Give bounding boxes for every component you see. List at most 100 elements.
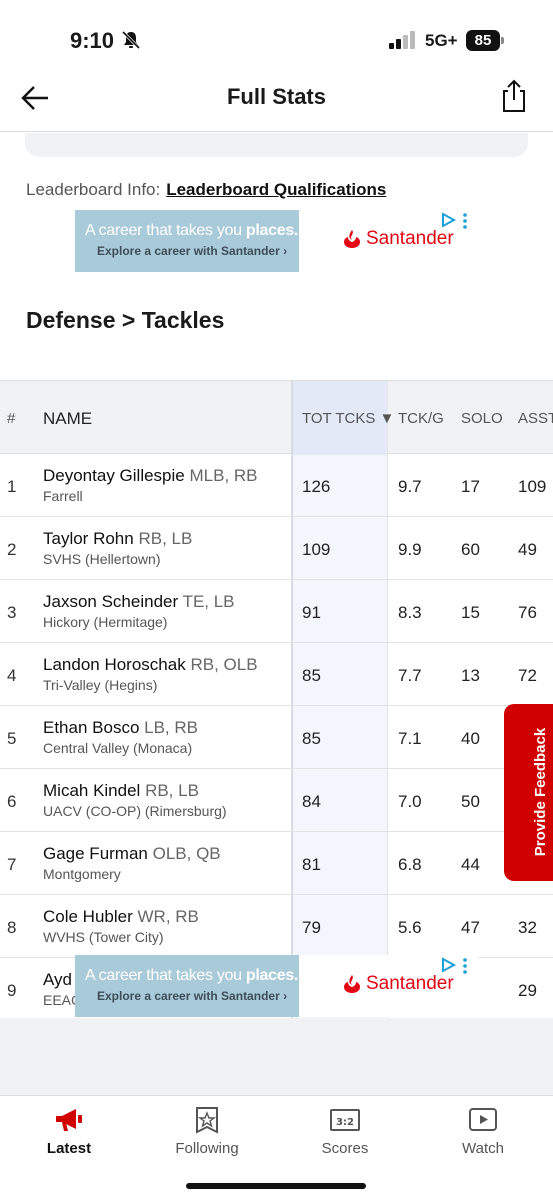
network-label: 5G+ xyxy=(425,31,458,50)
player-name[interactable]: Landon Horoschak RB, OLB xyxy=(43,655,258,674)
asst-cell: 76 xyxy=(518,603,537,622)
section-title: Defense > Tackles xyxy=(26,307,225,333)
tck-g-cell: 5.6 xyxy=(398,918,422,937)
table-row[interactable]: 7 Gage Furman OLB, QB Montgomery 81 6.8 … xyxy=(0,832,553,895)
table-header: # NAME TOT TCKS ▼ TCK/G SOLO ASST xyxy=(0,380,553,455)
page-title: Full Stats xyxy=(226,84,326,109)
nav-watch[interactable]: Watch xyxy=(414,1096,552,1166)
play-icon xyxy=(469,1108,497,1131)
nav-label: Latest xyxy=(46,1140,92,1157)
nav-following[interactable]: Following xyxy=(138,1096,276,1166)
tot-tcks-cell: 79 xyxy=(302,918,321,937)
player-name[interactable]: Taylor Rohn RB, LB xyxy=(43,529,193,548)
table-row[interactable]: 5 Ethan Bosco LB, RB Central Valley (Mon… xyxy=(0,706,553,769)
player-school: Montgomery xyxy=(43,866,121,882)
tck-g-cell: 7.0 xyxy=(398,792,422,811)
nav-label: Scores xyxy=(321,1140,369,1157)
tot-tcks-cell: 81 xyxy=(302,855,321,874)
player-name[interactable]: Micah Kindel RB, LB xyxy=(43,781,199,800)
rank-cell: 9 xyxy=(7,981,17,1000)
share-icon[interactable] xyxy=(500,78,528,114)
player-school: SVHS (Hellertown) xyxy=(43,551,161,567)
signal-icon xyxy=(389,31,415,49)
column-header-rank: # xyxy=(7,410,16,427)
asst-cell: 72 xyxy=(518,666,537,685)
player-position: RB, LB xyxy=(138,529,193,548)
rank-cell: 6 xyxy=(7,792,17,811)
solo-cell: 47 xyxy=(461,918,480,937)
nav-scores[interactable]: 3:2 Scores xyxy=(276,1096,414,1166)
stats-table: # NAME TOT TCKS ▼ TCK/G SOLO ASST 1 Deyo… xyxy=(0,380,553,1018)
svg-text:3:2: 3:2 xyxy=(336,1117,354,1128)
tck-g-cell: 7.1 xyxy=(398,729,422,748)
back-arrow-icon[interactable] xyxy=(20,84,50,112)
ad-subline: Explore a career with Santander › xyxy=(97,989,288,1003)
player-position: OLB, QB xyxy=(152,844,221,863)
tck-g-cell: 7.7 xyxy=(398,666,422,685)
ad-image: A career that takes you places. Explore … xyxy=(75,210,299,272)
table-row[interactable]: 8 Cole Hubler WR, RB WVHS (Tower City) 7… xyxy=(0,895,553,958)
solo-cell: 44 xyxy=(461,855,480,874)
asst-cell: 32 xyxy=(518,918,537,937)
megaphone-icon xyxy=(56,1109,82,1131)
player-school: WVHS (Tower City) xyxy=(43,929,164,945)
rank-cell: 1 xyxy=(7,477,17,496)
player-name[interactable]: Gage Furman OLB, QB xyxy=(43,844,221,863)
player-name[interactable]: Ethan Bosco LB, RB xyxy=(43,718,198,737)
player-position: MLB, RB xyxy=(189,466,258,485)
tot-tcks-cell: 85 xyxy=(302,729,321,748)
player-position: WR, RB xyxy=(137,907,199,926)
solo-cell: 17 xyxy=(461,477,480,496)
page-background xyxy=(0,1018,553,1095)
nav-label: Following xyxy=(175,1140,239,1157)
player-name[interactable]: Jaxson Scheinder TE, LB xyxy=(43,592,235,611)
solo-cell: 13 xyxy=(461,666,480,685)
feedback-label: Provide Feedback xyxy=(532,727,549,857)
card-bottom-edge xyxy=(25,133,528,157)
player-school: Farrell xyxy=(43,488,83,504)
column-header-tot-tcks[interactable]: TOT TCKS ▼ xyxy=(302,410,395,427)
player-school: Hickory (Hermitage) xyxy=(43,614,168,630)
provide-feedback-tab[interactable]: Provide Feedback xyxy=(504,704,553,881)
player-name[interactable]: Deyontay Gillespie MLB, RB xyxy=(43,466,258,485)
table-row[interactable]: 3 Jaxson Scheinder TE, LB Hickory (Hermi… xyxy=(0,580,553,643)
star-badge-icon xyxy=(196,1107,218,1134)
status-time: 9:10 xyxy=(70,28,115,53)
leaderboard-qualifications-link[interactable]: Leaderboard Qualifications xyxy=(166,180,387,199)
status-bar: 9:10 5G+ 85 xyxy=(0,0,553,70)
asst-cell: 29 xyxy=(518,981,537,1000)
table-body: 1 Deyontay Gillespie MLB, RB Farrell 126… xyxy=(0,454,553,1018)
player-position: RB, LB xyxy=(145,781,199,800)
bell-muted-icon xyxy=(121,30,141,50)
player-school: EEAC xyxy=(43,992,82,1008)
battery-icon: 85 xyxy=(466,30,504,51)
player-name[interactable]: Cole Hubler WR, RB xyxy=(43,907,199,926)
santander-ad-banner-overlay[interactable]: A career that takes you places. Explore … xyxy=(75,955,478,1017)
nav-latest[interactable]: Latest xyxy=(0,1096,138,1166)
column-header-solo[interactable]: SOLO xyxy=(461,410,503,427)
ad-brand: Santander xyxy=(342,973,454,995)
table-row[interactable]: 1 Deyontay Gillespie MLB, RB Farrell 126… xyxy=(0,454,553,517)
leaderboard-info-label: Leaderboard Info: xyxy=(26,180,161,199)
table-row[interactable]: 6 Micah Kindel RB, LB UACV (CO-OP) (Rime… xyxy=(0,769,553,832)
table-row[interactable]: 4 Landon Horoschak RB, OLB Tri-Valley (H… xyxy=(0,643,553,706)
solo-cell: 15 xyxy=(461,603,480,622)
rank-cell: 7 xyxy=(7,855,17,874)
column-header-tck-g[interactable]: TCK/G xyxy=(398,410,444,427)
column-header-asst[interactable]: ASST xyxy=(518,410,553,427)
santander-ad-banner[interactable]: A career that takes you places. Explore … xyxy=(75,210,478,272)
tck-g-cell: 8.3 xyxy=(398,603,422,622)
player-name[interactable]: Ayd xyxy=(43,970,72,989)
nav-label: Watch xyxy=(462,1140,504,1157)
ad-image: A career that takes you places. Explore … xyxy=(75,955,299,1017)
scoreboard-icon: 3:2 xyxy=(330,1109,360,1131)
adchoices-icon[interactable] xyxy=(441,212,469,230)
solo-cell: 50 xyxy=(461,792,480,811)
tot-tcks-cell: 84 xyxy=(302,792,321,811)
sorted-column-highlight xyxy=(291,380,388,1018)
bottom-nav: Latest Following 3:2 Scores Watch xyxy=(0,1095,553,1200)
table-row[interactable]: 2 Taylor Rohn RB, LB SVHS (Hellertown) 1… xyxy=(0,517,553,580)
adchoices-icon[interactable] xyxy=(441,957,469,975)
column-header-name[interactable]: NAME xyxy=(43,409,93,428)
battery-level: 85 xyxy=(466,30,500,51)
